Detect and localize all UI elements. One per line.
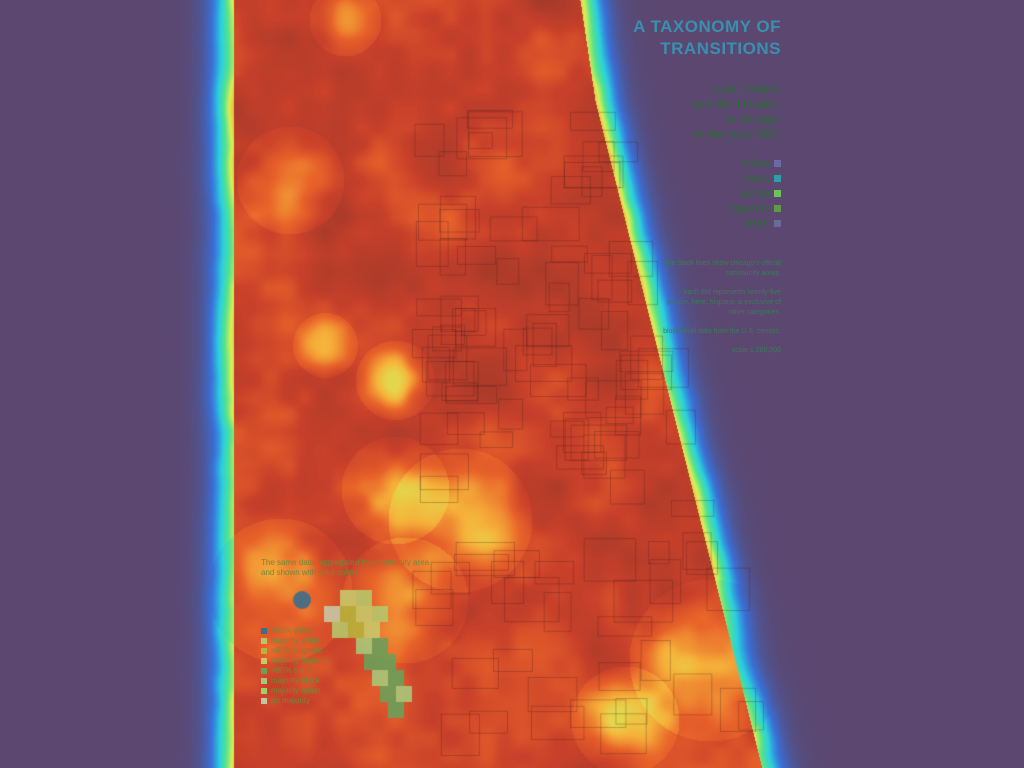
legend-label: white bbox=[741, 156, 770, 170]
legend-swatch bbox=[774, 160, 781, 167]
legend-swatch bbox=[774, 190, 781, 197]
inset-legend-item: >80% white bbox=[261, 626, 331, 636]
inset-legend-item: >80% black bbox=[261, 666, 331, 676]
map-notes: the black lines show chicago's official … bbox=[661, 259, 781, 365]
legend-label: hispanic bbox=[725, 201, 770, 215]
inset-swatch bbox=[261, 678, 267, 684]
legend-item-other: other bbox=[726, 216, 781, 231]
inset-legend-item: >80% hispanic bbox=[261, 646, 331, 656]
inset-swatch bbox=[261, 628, 267, 634]
inset-legend-label: >80% white bbox=[271, 626, 313, 635]
inset-legend-label: no majority bbox=[271, 696, 311, 705]
inset-legend-label: >80% hispanic bbox=[271, 646, 324, 655]
legend-item-asian: asian bbox=[726, 186, 781, 201]
inset-legend-item: majority black bbox=[261, 676, 331, 686]
subtitle-line: in the year 2000 bbox=[694, 127, 781, 141]
inset-legend-item: no majority bbox=[261, 696, 331, 706]
subtitle-line: in chicago bbox=[726, 112, 781, 126]
inset-legend-item: majority hispanic bbox=[261, 656, 331, 666]
inset-swatch bbox=[261, 688, 267, 694]
inset-legend-item: majority white bbox=[261, 636, 331, 646]
inset-swatch bbox=[261, 648, 267, 654]
subtitle-line: racial / ethnic bbox=[710, 82, 781, 96]
note-text: block-level data from the U.S. census. bbox=[663, 328, 781, 335]
inset-legend-label: >80% black bbox=[271, 666, 313, 675]
legend-label: black bbox=[741, 171, 770, 185]
inset-legend: >80% white majority white >80% hispanic … bbox=[261, 626, 331, 706]
legend-item-hispanic: hispanic bbox=[726, 201, 781, 216]
scale-text: scale 1:200,000 bbox=[731, 347, 781, 354]
inset-legend-label: majority white bbox=[271, 636, 320, 645]
map-title: A TAXONOMY OF TRANSITIONS bbox=[633, 16, 781, 60]
inset-swatch bbox=[261, 698, 267, 704]
legend-label: asian bbox=[741, 186, 770, 200]
title-line-1: A TAXONOMY OF bbox=[633, 17, 781, 36]
note-text: the black lines show chicago's official … bbox=[665, 260, 781, 277]
note-text: each dot represents twenty-five people. … bbox=[666, 289, 781, 316]
legend-swatch bbox=[774, 205, 781, 212]
legend-item-black: black bbox=[726, 171, 781, 186]
map-subtitle: racial / ethnic self-identification in c… bbox=[692, 82, 781, 142]
inset-legend-item: majority asian bbox=[261, 686, 331, 696]
inset-legend-label: majority hispanic bbox=[271, 656, 331, 665]
inset-legend-label: majority asian bbox=[271, 686, 321, 695]
inset-swatch bbox=[261, 668, 267, 674]
inset-swatch bbox=[261, 658, 267, 664]
inset-swatch bbox=[261, 638, 267, 644]
inset-caption: The same data, aggregated by community a… bbox=[261, 558, 430, 577]
inset-legend-label: majority black bbox=[271, 676, 320, 685]
map-legend: white black asian hispanic other bbox=[726, 156, 781, 231]
legend-swatch bbox=[774, 220, 781, 227]
title-line-2: TRANSITIONS bbox=[660, 39, 781, 58]
legend-swatch bbox=[774, 175, 781, 182]
subtitle-line: self-identification bbox=[691, 97, 781, 111]
legend-label: other bbox=[742, 216, 770, 230]
legend-item-white: white bbox=[726, 156, 781, 171]
